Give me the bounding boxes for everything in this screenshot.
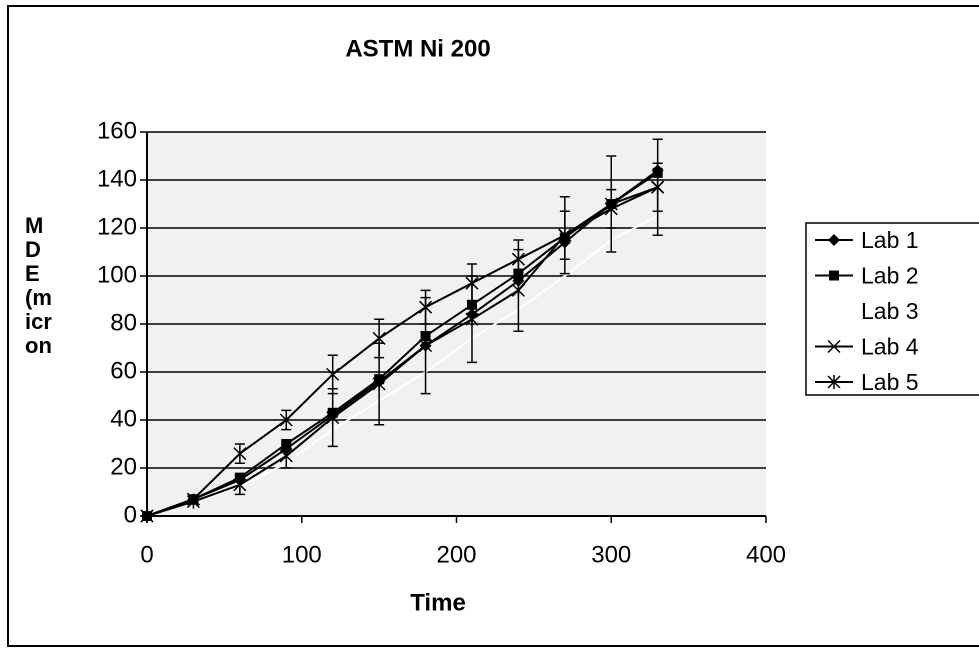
x-tick-label: 400 (746, 541, 786, 568)
y-tick-label: 60 (110, 357, 137, 384)
marker-shape (604, 197, 618, 211)
data-point (279, 413, 293, 427)
data-point (140, 509, 154, 523)
data-point (233, 477, 247, 492)
marker-shape (233, 477, 247, 492)
series-line (146, 215, 659, 517)
y-tick-label: 160 (97, 117, 137, 144)
legend: Lab 1 Lab 2 Lab 3 Lab 4 Lab 5 (805, 222, 979, 396)
y-axis-label: E (25, 261, 40, 286)
data-point (279, 449, 293, 463)
chart-title: ASTM Ni 200 (345, 35, 490, 62)
y-axis-label: D (25, 237, 41, 262)
y-tick-label: 20 (110, 453, 137, 480)
y-tick-label: 100 (97, 261, 137, 288)
marker-shape (511, 283, 525, 298)
marker-shape (326, 367, 340, 381)
y-axis-label: icr (25, 309, 52, 334)
data-point (372, 377, 386, 391)
y-tick-label: 120 (97, 213, 137, 240)
marker-shape (651, 180, 665, 195)
legend-marker (829, 270, 839, 281)
marker-shape (465, 312, 479, 327)
y-axis-label: on (25, 333, 52, 358)
data-point (651, 180, 665, 195)
series-line (146, 186, 659, 517)
data-point (326, 410, 340, 425)
legend-label: Lab 3 (861, 298, 919, 324)
legend-marker (827, 375, 841, 389)
marker-shape (279, 449, 293, 463)
marker-shape (829, 270, 839, 281)
legend-marker (828, 234, 840, 246)
y-axis-label: M (25, 213, 43, 238)
x-tick-label: 300 (591, 541, 631, 568)
data-point (465, 312, 479, 327)
x-axis-label: Time (410, 589, 466, 616)
legend-label: Lab 4 (861, 334, 919, 360)
x-tick-label: 200 (436, 541, 476, 568)
series-line (146, 171, 659, 517)
marker-shape (372, 377, 386, 391)
marker-shape (372, 331, 386, 345)
marker-shape (827, 339, 841, 354)
marker-shape (233, 447, 247, 461)
data-point (511, 283, 525, 298)
y-tick-label: 40 (110, 405, 137, 432)
marker-shape (419, 338, 433, 353)
legend-label: Lab 1 (861, 227, 919, 253)
marker-shape (828, 234, 840, 246)
data-point (419, 338, 433, 353)
data-point (326, 367, 340, 381)
data-point (233, 447, 247, 461)
marker-shape (326, 410, 340, 425)
data-point (372, 331, 386, 345)
y-tick-label: 0 (124, 501, 137, 528)
marker-shape (558, 228, 572, 243)
data-point (604, 197, 618, 211)
x-tick-label: 100 (282, 541, 322, 568)
legend-box (805, 222, 979, 396)
x-tick-label: 0 (140, 541, 153, 568)
marker-shape (279, 413, 293, 427)
marker-shape (140, 509, 154, 523)
marker-shape (186, 494, 200, 509)
y-axis-label: (m (25, 285, 52, 310)
legend-label: Lab 5 (861, 369, 919, 395)
data-point (186, 494, 200, 509)
y-tick-label: 140 (97, 165, 137, 192)
marker-shape (827, 375, 841, 389)
data-point (558, 228, 572, 243)
y-tick-label: 80 (110, 309, 137, 336)
legend-marker (827, 339, 841, 354)
legend-label: Lab 2 (861, 263, 919, 289)
